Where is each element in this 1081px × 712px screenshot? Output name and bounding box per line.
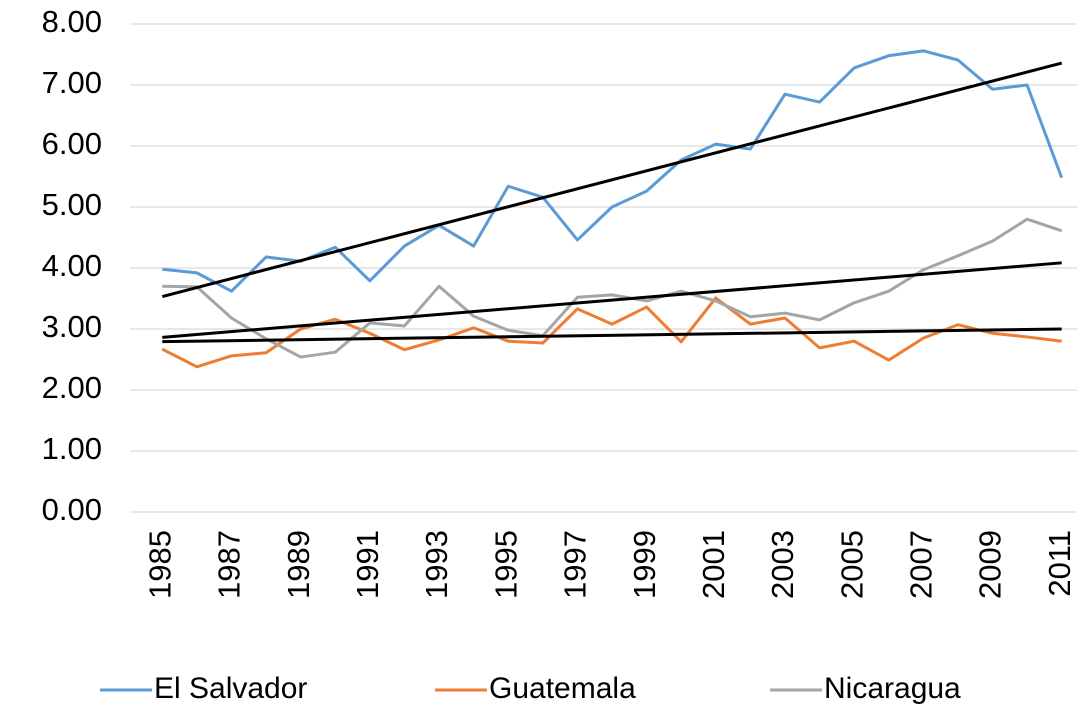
x-tick-label: 1999 — [627, 530, 662, 599]
legend: El Salvador Guatemala Nicaragua — [100, 672, 961, 705]
y-tick-label: 5.00 — [42, 187, 102, 222]
trendline — [162, 327, 1062, 344]
x-tick-label: 2005 — [834, 530, 869, 599]
trendline — [162, 261, 1062, 339]
series-line — [162, 217, 1063, 359]
y-tick-label: 4.00 — [42, 248, 102, 283]
x-tick-label: 1987 — [212, 530, 247, 599]
x-tick-label: 1991 — [350, 530, 385, 599]
legend-label: El Salvador — [154, 672, 307, 705]
x-tick-label: 2007 — [904, 530, 939, 599]
legend-label: Guatemala — [489, 672, 636, 705]
y-tick-label: 2.00 — [42, 370, 102, 405]
y-tick-label: 8.00 — [42, 4, 102, 39]
legend-label: Nicaragua — [824, 672, 961, 705]
trendline — [161, 61, 1063, 298]
y-tick-label: 3.00 — [42, 309, 102, 344]
y-tick-label: 6.00 — [42, 126, 102, 161]
x-tick-label: 2009 — [973, 530, 1008, 599]
x-tick-label: 1995 — [488, 530, 523, 599]
x-tick-label: 1989 — [281, 530, 316, 599]
x-tick-label: 1997 — [558, 530, 593, 599]
y-tick-label: 7.00 — [42, 65, 102, 100]
y-tick-label: 1.00 — [42, 431, 102, 466]
series-line — [162, 49, 1064, 293]
x-tick-label: 2003 — [765, 530, 800, 599]
x-tick-label: 2001 — [696, 530, 731, 599]
y-tick-label: 0.00 — [42, 492, 102, 527]
x-tick-label: 1985 — [142, 530, 177, 599]
x-tick-label: 1993 — [419, 530, 454, 599]
x-tick-label: 2011 — [1042, 530, 1077, 597]
